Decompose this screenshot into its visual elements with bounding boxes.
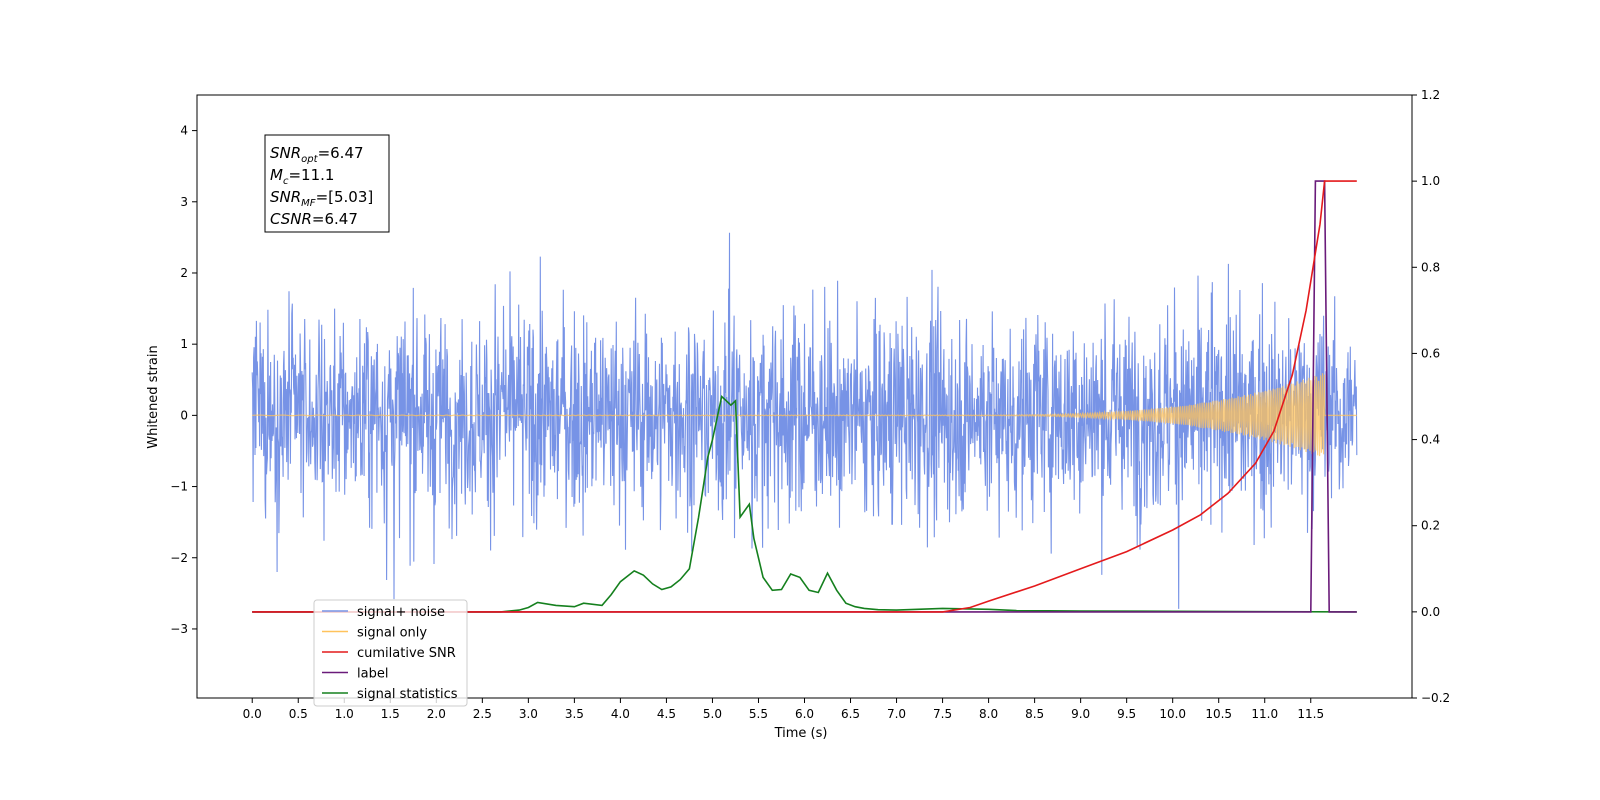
x-tick-label: 7.0 <box>887 707 906 721</box>
x-tick-label: 3.0 <box>519 707 538 721</box>
series-signal-noise-line <box>251 232 1358 609</box>
x-tick-label: 11.0 <box>1251 707 1278 721</box>
x-axis: 0.0 0.5 1.0 1.5 2.0 2.5 3.0 3.5 4.0 4.5 5.0 5.5 6.0 6… <box>243 698 1324 721</box>
x-tick-label: 0.0 <box>243 707 262 721</box>
annotation-line: SNRMF=[5.03] <box>270 188 373 209</box>
x-tick-label: 8.5 <box>1025 707 1044 721</box>
x-tick-label: 6.5 <box>841 707 860 721</box>
x-tick-label: 4.5 <box>657 707 676 721</box>
series-label-line <box>252 180 1357 613</box>
y2-tick-label: 0.4 <box>1421 433 1440 447</box>
y-tick-label: 1 <box>180 337 188 351</box>
legend-entry: signal only <box>357 626 427 641</box>
series-signal-statistics-line <box>252 394 1357 613</box>
y-tick-label: 3 <box>180 195 188 209</box>
y2-tick-label: 1.2 <box>1421 88 1440 102</box>
x-tick-label: 4.0 <box>611 707 630 721</box>
y2-tick-label: 0.2 <box>1421 519 1440 533</box>
series-cumulative-snr-line <box>252 180 1357 613</box>
legend-entry: cumilative SNR <box>357 646 456 661</box>
x-tick-label: 5.0 <box>703 707 722 721</box>
x-tick-label: 3.5 <box>565 707 584 721</box>
x-tick-label: 7.5 <box>933 707 952 721</box>
x-tick-label: 6.0 <box>795 707 814 721</box>
y2-tick-label: 0.6 <box>1421 346 1440 360</box>
legend-frame <box>313 599 468 707</box>
annotation-line: Mc=11.1 <box>270 166 334 187</box>
x-axis-label: Time (s) <box>774 726 828 741</box>
y-tick-label: −3 <box>170 622 188 636</box>
y2-tick-label: 0.0 <box>1421 605 1440 619</box>
y-axis-right: −0.2 0.0 0.2 0.4 0.6 0.8 1.0 1.2 <box>1412 88 1450 705</box>
x-tick-label: 0.5 <box>289 707 308 721</box>
x-tick-label: 9.0 <box>1071 707 1090 721</box>
y-tick-label: 4 <box>180 124 188 138</box>
legend: signal+ noise signal only cumilative SNR la… <box>313 599 468 707</box>
annotation-line: CSNR=6.47 <box>270 210 358 228</box>
y2-tick-label: 1.0 <box>1421 174 1440 188</box>
y-axis-label: Whitened strain <box>146 345 161 448</box>
y-tick-label: −1 <box>170 480 188 494</box>
x-tick-label: 9.5 <box>1117 707 1136 721</box>
annotation-line: SNRopt=6.47 <box>270 144 364 165</box>
x-tick-label: 10.5 <box>1205 707 1232 721</box>
y-axis-left: −3 −2 −1 0 1 2 3 4 <box>170 124 197 636</box>
x-tick-label: 5.5 <box>749 707 768 721</box>
legend-entry: signal+ noise <box>357 605 445 620</box>
annotation-frame <box>264 134 390 233</box>
plot-area <box>251 180 1358 613</box>
y-tick-label: 0 <box>180 408 188 422</box>
x-tick-label: 1.0 <box>335 707 354 721</box>
x-tick-label: 8.0 <box>979 707 998 721</box>
x-tick-label: 11.5 <box>1297 707 1324 721</box>
y-tick-label: −2 <box>170 551 188 565</box>
x-tick-label: 2.0 <box>427 707 446 721</box>
x-tick-label: 1.5 <box>381 707 400 721</box>
y2-tick-label: −0.2 <box>1421 691 1450 705</box>
series-signal-only-line <box>252 373 1357 457</box>
y-tick-label: 2 <box>180 266 188 280</box>
legend-entry: label <box>357 667 388 682</box>
x-tick-label: 2.5 <box>473 707 492 721</box>
x-tick-label: 10.0 <box>1159 707 1186 721</box>
legend-entry: signal statistics <box>357 687 458 702</box>
y2-tick-label: 0.8 <box>1421 260 1440 274</box>
